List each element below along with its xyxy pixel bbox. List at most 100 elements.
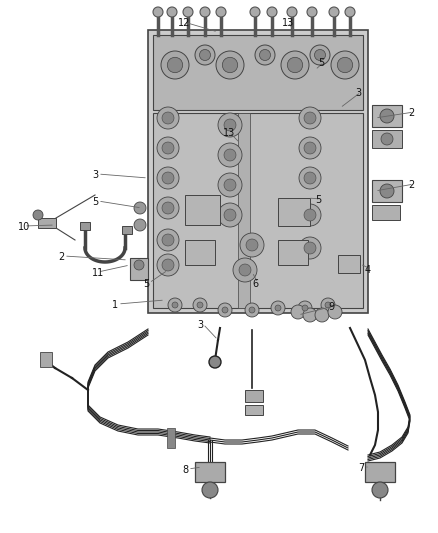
Circle shape [167, 7, 177, 17]
Circle shape [299, 167, 321, 189]
Circle shape [250, 7, 260, 17]
Circle shape [134, 260, 144, 270]
Circle shape [223, 58, 238, 72]
Bar [153, 35, 363, 110]
Circle shape [246, 239, 258, 251]
Text: 4: 4 [365, 265, 371, 275]
Circle shape [345, 7, 355, 17]
Circle shape [167, 58, 183, 72]
Circle shape [239, 264, 251, 276]
Circle shape [259, 50, 271, 61]
Circle shape [287, 58, 303, 72]
Circle shape [224, 179, 236, 191]
Circle shape [299, 237, 321, 259]
Circle shape [304, 172, 316, 184]
Circle shape [249, 307, 255, 313]
Circle shape [298, 301, 312, 315]
Circle shape [193, 298, 207, 312]
Text: 6: 6 [252, 279, 258, 289]
Circle shape [315, 308, 329, 322]
Text: 12: 12 [178, 18, 191, 28]
Bar [278, 198, 310, 226]
Circle shape [304, 112, 316, 124]
Circle shape [157, 229, 179, 251]
Circle shape [199, 50, 211, 61]
Circle shape [33, 210, 43, 220]
Circle shape [134, 219, 146, 231]
Bar [195, 462, 225, 482]
Bar [338, 255, 360, 273]
Circle shape [222, 307, 228, 313]
Bar [122, 226, 132, 234]
Circle shape [157, 137, 179, 159]
Bar [372, 205, 400, 220]
Circle shape [325, 302, 331, 308]
Circle shape [275, 305, 281, 311]
Bar [372, 130, 402, 148]
Circle shape [299, 204, 321, 226]
Text: 13: 13 [282, 18, 294, 28]
Circle shape [331, 51, 359, 79]
Circle shape [216, 51, 244, 79]
Circle shape [299, 107, 321, 129]
Circle shape [162, 142, 174, 154]
Text: 5: 5 [315, 195, 321, 205]
Circle shape [197, 302, 203, 308]
Circle shape [157, 254, 179, 276]
Bar [245, 405, 263, 415]
Bar [80, 222, 90, 230]
Circle shape [216, 7, 226, 17]
Bar [148, 30, 368, 313]
Circle shape [218, 203, 242, 227]
Circle shape [172, 302, 178, 308]
Circle shape [162, 259, 174, 271]
Bar [153, 113, 363, 308]
Circle shape [157, 107, 179, 129]
Text: 5: 5 [92, 197, 98, 207]
Circle shape [307, 7, 317, 17]
Circle shape [153, 7, 163, 17]
Circle shape [224, 149, 236, 161]
Circle shape [162, 172, 174, 184]
Bar [185, 240, 215, 265]
Circle shape [281, 51, 309, 79]
Circle shape [209, 356, 221, 368]
Circle shape [240, 233, 264, 257]
Circle shape [287, 7, 297, 17]
Text: 2: 2 [408, 108, 414, 118]
Circle shape [267, 7, 277, 17]
Text: 13: 13 [223, 128, 235, 138]
Text: 2: 2 [58, 252, 64, 262]
Text: 3: 3 [355, 88, 361, 98]
Circle shape [202, 482, 218, 498]
Text: 11: 11 [92, 268, 104, 278]
Bar [365, 462, 395, 482]
Circle shape [218, 143, 242, 167]
Circle shape [245, 303, 259, 317]
Bar [130, 258, 148, 280]
Circle shape [372, 482, 388, 498]
Bar [185, 195, 220, 225]
Circle shape [224, 119, 236, 131]
Circle shape [218, 113, 242, 137]
Circle shape [380, 109, 394, 123]
Circle shape [218, 303, 232, 317]
Circle shape [157, 167, 179, 189]
Bar [40, 352, 52, 367]
Text: 10: 10 [18, 222, 30, 232]
Circle shape [304, 209, 316, 221]
Circle shape [162, 202, 174, 214]
Circle shape [233, 258, 257, 282]
Circle shape [195, 45, 215, 65]
Circle shape [157, 197, 179, 219]
Bar [278, 240, 308, 265]
Circle shape [302, 305, 308, 311]
Circle shape [291, 305, 305, 319]
Circle shape [381, 133, 393, 145]
Text: 7: 7 [358, 463, 364, 473]
Circle shape [200, 7, 210, 17]
Circle shape [134, 202, 146, 214]
Text: 1: 1 [112, 300, 118, 310]
Text: 9: 9 [328, 302, 334, 312]
Text: 8: 8 [182, 465, 188, 475]
